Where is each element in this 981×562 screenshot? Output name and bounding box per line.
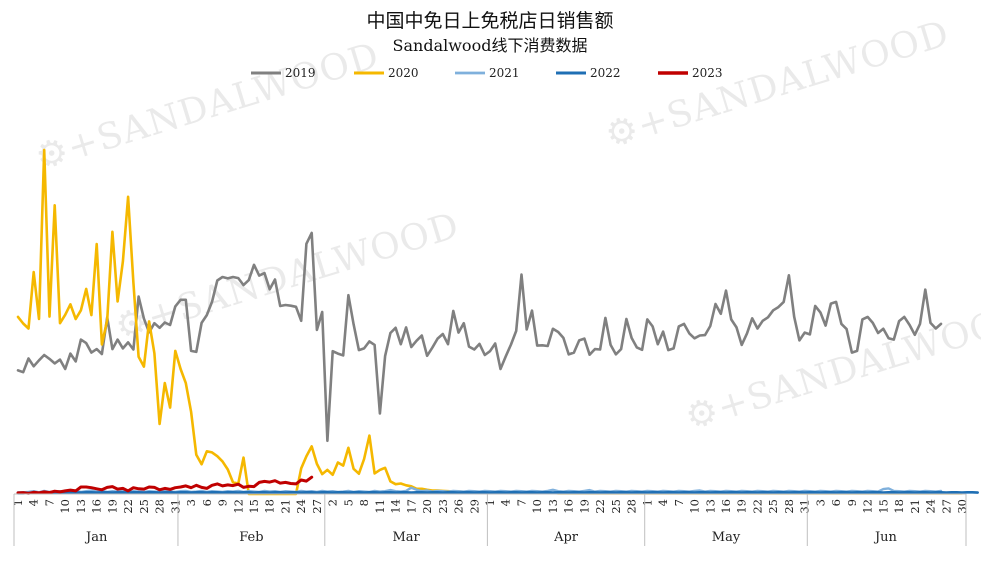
x-tick-label: 19 [735, 499, 749, 514]
x-tick-label: 22 [121, 499, 135, 514]
series-line-2023 [16, 475, 314, 495]
x-tick-label: 19 [577, 499, 591, 514]
x-tick-label: 28 [625, 499, 639, 514]
x-tick-label: 27 [310, 499, 324, 514]
x-tick-label: 16 [562, 499, 576, 514]
x-tick-label: 20 [420, 499, 434, 514]
x-tick-label: 25 [137, 499, 151, 514]
x-tick-label: 7 [42, 499, 56, 506]
x-tick-label: 19 [105, 499, 119, 514]
x-tick-label: 25 [766, 499, 780, 514]
x-tick-label: 31 [168, 499, 182, 514]
x-tick-label: 4 [656, 499, 670, 506]
x-tick-label: 30 [955, 499, 969, 514]
x-tick-label: 12 [861, 499, 875, 514]
x-tick-label: 13 [703, 499, 717, 514]
watermark-text: ⚙+SANDALWOOD [31, 35, 385, 179]
chart-title: 中国中免日上免税店日销售额 [366, 10, 613, 32]
x-tick-label: 17 [404, 499, 418, 514]
month-label-apr: Apr [553, 530, 579, 545]
x-tick-label: 8 [357, 499, 371, 506]
x-tick-label: 10 [530, 499, 544, 514]
x-tick-label: 18 [892, 499, 906, 514]
x-tick-label: 15 [247, 499, 261, 514]
x-tick-label: 13 [546, 499, 560, 514]
x-tick-label: 10 [688, 499, 702, 514]
legend-label-2022: 2022 [590, 66, 621, 80]
x-tick-label: 22 [750, 499, 764, 514]
x-tick-label: 16 [719, 499, 733, 514]
month-label-jun: Jun [873, 530, 898, 545]
watermark-text: ⚙+SANDALWOOD [111, 205, 465, 349]
x-tick-label: 29 [467, 499, 481, 514]
legend-label-2020: 2020 [388, 66, 419, 80]
x-tick-label: 9 [845, 499, 859, 506]
x-tick-label: 10 [58, 499, 72, 514]
x-tick-label: 13 [74, 499, 88, 514]
x-tick-label: 6 [200, 499, 214, 506]
x-tick-label: 1 [11, 499, 25, 506]
x-tick-label: 3 [184, 499, 198, 506]
x-tick-label: 27 [939, 499, 953, 514]
x-tick-label: 15 [876, 499, 890, 514]
month-label-feb: Feb [239, 530, 263, 545]
x-tick-label: 28 [782, 499, 796, 514]
x-tick-label: 7 [672, 499, 686, 506]
x-tick-label: 21 [278, 499, 292, 514]
legend-label-2019: 2019 [285, 66, 316, 80]
x-tick-label: 28 [153, 499, 167, 514]
x-tick-label: 24 [924, 499, 938, 514]
chart-subtitle: Sandalwood线下消费数据 [393, 36, 588, 55]
x-tick-label: 3 [813, 499, 827, 506]
x-tick-label: 6 [829, 499, 843, 506]
x-tick-label: 7 [514, 499, 528, 506]
x-tick-label: 2 [326, 499, 340, 506]
legend: 2019 2020 2021 2022 2023 [251, 66, 723, 80]
x-tick-label: 12 [231, 499, 245, 514]
x-tick-label: 23 [436, 499, 450, 514]
x-tick-label: 26 [452, 499, 466, 514]
month-label-mar: Mar [392, 530, 420, 545]
x-tick-label: 18 [263, 499, 277, 514]
legend-label-2021: 2021 [489, 66, 520, 80]
x-tick-label: 1 [483, 499, 497, 506]
watermark-text: ⚙+SANDALWOOD [681, 295, 981, 439]
legend-label-2023: 2023 [692, 66, 723, 80]
x-tick-label: 1 [640, 499, 654, 506]
x-tick-label: 9 [216, 499, 230, 506]
x-tick-label: 4 [27, 499, 41, 506]
x-tick-label: 11 [373, 499, 387, 514]
month-label-may: May [712, 530, 741, 545]
series-line-2019 [16, 231, 943, 443]
x-tick-label: 5 [341, 499, 355, 506]
x-tick-label: 21 [908, 499, 922, 514]
watermark-text: ⚙+SANDALWOOD [601, 13, 955, 157]
series-line-2022 [16, 490, 980, 495]
x-axis: 1 4 7 10 13 16 19 22 25 28 31 3 6 9 12 15 18 21 24 27 2 5 8 11 1… [11, 493, 969, 546]
x-tick-label: 14 [389, 499, 403, 514]
x-tick-label: 16 [90, 499, 104, 514]
series-layer [16, 148, 980, 496]
x-tick-label: 25 [609, 499, 623, 514]
x-tick-label: 31 [798, 499, 812, 514]
x-tick-label: 24 [294, 499, 308, 514]
x-tick-label: 4 [499, 499, 513, 506]
month-label-jan: Jan [84, 530, 108, 545]
x-tick-label: 22 [593, 499, 607, 514]
